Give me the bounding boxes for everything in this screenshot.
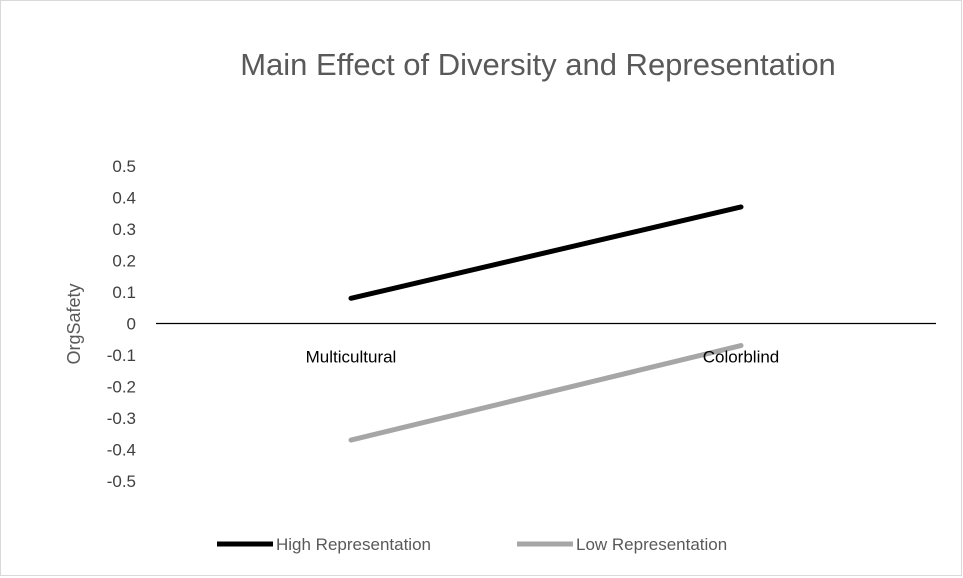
- x-category-label: Multicultural: [306, 348, 397, 367]
- y-tick-label: 0: [127, 315, 136, 334]
- y-tick-label: 0.2: [112, 252, 136, 271]
- legend: High Representation Low Representation: [217, 535, 727, 554]
- y-tick-label: 0.5: [112, 157, 136, 176]
- y-axis-title: OrgSafety: [64, 283, 84, 364]
- y-tick-label: -0.4: [107, 441, 136, 460]
- y-tick-label: -0.3: [107, 409, 136, 428]
- y-tick-label: -0.5: [107, 472, 136, 491]
- legend-label: Low Representation: [576, 535, 727, 554]
- legend-label: High Representation: [276, 535, 431, 554]
- y-tick-label: -0.2: [107, 378, 136, 397]
- y-tick-label: -0.1: [107, 346, 136, 365]
- x-category-label: Colorblind: [703, 348, 780, 367]
- series-line-2: [351, 346, 741, 441]
- y-axis-ticks: 0.5 0.4 0.3 0.2 0.1 0 -0.1 -0.2 -0.3 -0.4 -0.5: [107, 157, 136, 491]
- y-tick-label: 0.3: [112, 220, 136, 239]
- y-tick-label: 0.4: [112, 189, 136, 208]
- x-axis-categories: Multicultural Colorblind: [306, 348, 780, 367]
- y-tick-label: 0.1: [112, 283, 136, 302]
- chart-title: Main Effect of Diversity and Representat…: [240, 47, 836, 82]
- series-line-1: [351, 207, 741, 298]
